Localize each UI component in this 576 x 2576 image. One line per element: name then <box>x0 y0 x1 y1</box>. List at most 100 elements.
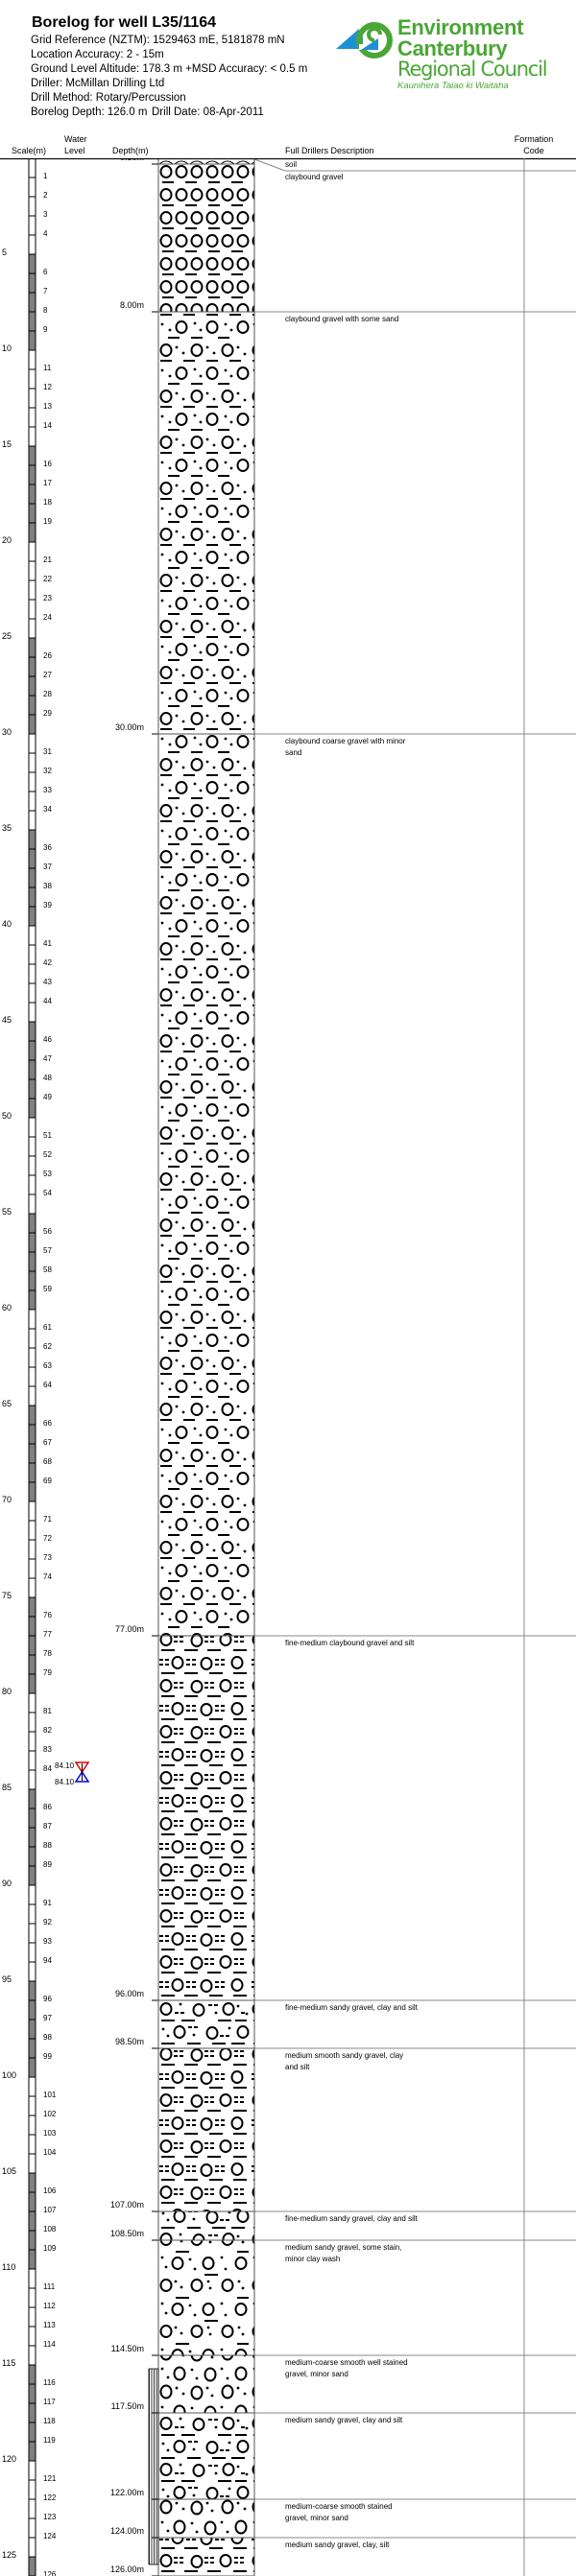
scale-bar-segment <box>28 1213 36 1311</box>
scale-minor-label: 42 <box>43 958 52 967</box>
layer-description: medium sandy gravel, some stain, <box>285 2243 401 2252</box>
scale-minor-label: 89 <box>43 1860 52 1869</box>
depth-column-header: Depth(m) <box>112 146 149 155</box>
borelog-title: Borelog for well L35/1164 <box>32 14 217 31</box>
layer-description: gravel, minor sand <box>285 2514 348 2522</box>
depth-label: 96.00m <box>115 1989 144 1998</box>
scale-major-label: 20 <box>2 535 12 545</box>
scale-major-label: 80 <box>2 1687 12 1696</box>
scale-minor-label: 47 <box>43 1054 52 1063</box>
scale-minor-label: 16 <box>43 460 52 468</box>
water-level-marker-down-icon <box>74 1761 90 1774</box>
scale-minor-label: 7 <box>43 287 48 295</box>
lithology-claybound-gravel <box>157 163 255 313</box>
scale-minor-label: 112 <box>43 2302 56 2310</box>
scale-bar-segment <box>28 829 36 927</box>
lithology-sandy-gravel-clay <box>157 2239 255 2356</box>
scale-minor-label: 53 <box>43 1170 52 1178</box>
lithology-sandy-claybound-gravel <box>157 733 255 1637</box>
scale-minor-label: 36 <box>43 843 52 852</box>
water-level-header-line1: Water <box>64 134 87 144</box>
scale-major-label: 85 <box>2 1783 12 1792</box>
scale-major-label: 5 <box>2 248 7 257</box>
scale-minor-label: 56 <box>43 1227 52 1236</box>
scale-major-label: 95 <box>2 1974 12 1984</box>
scale-bar-segment <box>28 1788 36 1886</box>
scale-minor-label: 63 <box>43 1361 52 1370</box>
scale-minor-label: 88 <box>43 1841 52 1850</box>
lithology-sandy-gravel-clay-silt <box>157 1999 255 2049</box>
scale-column-header: Scale(m) <box>12 146 47 155</box>
layer-description: medium sandy gravel, clay and silt <box>285 2416 403 2424</box>
scale-minor-label: 96 <box>43 1995 52 2003</box>
scale-minor-label: 69 <box>43 1477 52 1485</box>
scale-minor-label: 61 <box>43 1323 52 1332</box>
scale-minor-label: 77 <box>43 1630 52 1639</box>
scale-minor-label: 52 <box>43 1150 52 1159</box>
scale-bar-segment <box>28 1596 36 1694</box>
scale-bar-segment <box>28 925 36 1023</box>
scale-minor-label: 31 <box>43 747 52 756</box>
scale-bar-segment <box>28 1884 36 1982</box>
scale-minor-label: 8 <box>43 306 48 315</box>
scale-major-label: 50 <box>2 1111 12 1121</box>
driller: Driller: McMillan Drilling Ltd <box>31 78 165 89</box>
scale-minor-label: 116 <box>43 2378 56 2387</box>
scale-bar-segment <box>28 1309 36 1406</box>
scale-minor-label: 4 <box>43 229 48 238</box>
scale-minor-label: 81 <box>43 1707 52 1715</box>
scale-major-label: 25 <box>2 631 12 641</box>
scale-minor-label: 18 <box>43 498 52 507</box>
scale-minor-label: 21 <box>43 555 52 564</box>
lithology-sandy-gravel-clay-silt <box>157 2412 255 2500</box>
borelog-chart: 1234567891011121314151617181920212223242… <box>0 158 576 2576</box>
depth-label: 117.50m <box>111 2401 144 2411</box>
scale-minor-label: 3 <box>43 210 48 219</box>
scale-minor-label: 72 <box>43 1534 52 1543</box>
scale-minor-label: 27 <box>43 671 52 679</box>
layer-description: medium-coarse smooth stained <box>285 2502 393 2511</box>
scale-minor-label: 64 <box>43 1381 52 1389</box>
drill-date: Drill Date: 08-Apr-2011 <box>152 106 264 118</box>
description-column-header: Full Drillers Description <box>285 146 374 155</box>
scale-minor-label: 91 <box>43 1899 52 1907</box>
scale-major-label: 100 <box>2 2070 16 2080</box>
scale-minor-label: 57 <box>43 1246 52 1255</box>
scale-minor-label: 117 <box>43 2398 56 2406</box>
scale-minor-label: 9 <box>43 325 48 334</box>
depth-label: 126.00m <box>110 2564 144 2574</box>
scale-minor-label: 123 <box>43 2513 57 2521</box>
scale-minor-label: 94 <box>43 1956 52 1965</box>
lithology-sandy-gravel-clay-silt <box>157 2210 255 2241</box>
scale-major-label: 10 <box>2 343 12 353</box>
scale-minor-label: 104 <box>43 2148 57 2157</box>
scale-minor-label: 48 <box>43 1074 52 1082</box>
layer-description: minor clay wash <box>285 2255 340 2263</box>
scale-major-label: 60 <box>2 1303 12 1312</box>
scale-minor-label: 54 <box>43 1189 52 1197</box>
layer-description: soil <box>285 160 297 169</box>
scale-minor-label: 102 <box>43 2110 57 2118</box>
scale-minor-label: 37 <box>43 863 52 871</box>
logo-line-3: Regional Council <box>397 58 548 81</box>
depth-label: 114.50m <box>111 2344 144 2353</box>
scale-minor-label: 93 <box>43 1937 52 1946</box>
scale-minor-label: 109 <box>43 2244 57 2253</box>
scale-major-label: 40 <box>2 919 12 929</box>
scale-major-label: 30 <box>2 727 12 737</box>
scale-minor-label: 14 <box>43 421 52 430</box>
lithology-sandy-gravel <box>157 2498 255 2539</box>
scale-minor-label: 79 <box>43 1668 52 1677</box>
scale-major-label: 115 <box>2 2358 15 2368</box>
scale-bar-segment <box>28 1021 36 1119</box>
scale-minor-label: 38 <box>43 882 52 890</box>
layer-boundary-leader <box>253 158 286 172</box>
scale-minor-label: 23 <box>43 594 52 603</box>
layer-description: claybound coarse gravel with minor <box>285 737 406 745</box>
scale-minor-label: 119 <box>43 2436 56 2445</box>
scale-minor-label: 99 <box>43 2052 52 2061</box>
scale-bar-segment <box>28 1405 36 1502</box>
scale-bar-segment <box>28 2556 36 2576</box>
scale-bar-segment <box>28 1980 36 2078</box>
lithology-sandy-gravel <box>157 2354 255 2414</box>
